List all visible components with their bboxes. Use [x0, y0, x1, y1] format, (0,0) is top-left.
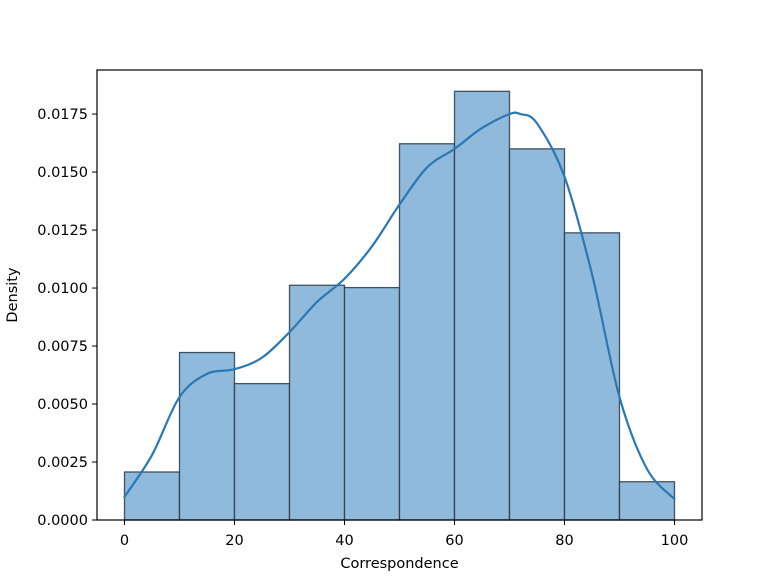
- y-tick-label: 0.0050: [37, 397, 88, 413]
- y-tick-label: 0.0075: [37, 339, 88, 355]
- x-tick-label: 60: [445, 533, 463, 549]
- x-axis-label: Correspondence: [340, 556, 458, 572]
- y-tick-label: 0.0125: [37, 223, 88, 239]
- histogram-bar: [343, 286, 401, 521]
- histogram-bar: [618, 481, 676, 521]
- x-tick-label: 40: [335, 533, 353, 549]
- x-axis-ticks: 0 20 40 60 80 100: [120, 520, 688, 549]
- y-tick-label: 0.0100: [37, 281, 88, 297]
- y-tick-label: 0.0025: [37, 455, 88, 471]
- histogram-bar: [508, 148, 566, 521]
- histogram-bar: [123, 471, 181, 521]
- y-axis-label: Density: [5, 267, 21, 323]
- y-tick-label: 0.0175: [37, 107, 88, 123]
- y-axis-ticks: 0.0000 0.0025 0.0050 0.0075 0.0100 0.0125 0.01…: [37, 107, 97, 529]
- y-tick-label: 0.0000: [37, 513, 88, 529]
- x-tick-label: 100: [661, 533, 689, 549]
- histogram-bar: [288, 284, 346, 521]
- x-tick-label: 20: [225, 533, 243, 549]
- histogram-bar: [453, 90, 511, 521]
- histogram-bar: [563, 232, 621, 521]
- histogram-bar: [398, 143, 456, 521]
- x-tick-label: 0: [120, 533, 129, 549]
- x-tick-label: 80: [555, 533, 573, 549]
- histogram-bar: [233, 382, 291, 521]
- kde-density-line: [123, 111, 676, 501]
- histogram-bar: [178, 351, 236, 521]
- plot-frame: [96, 69, 703, 521]
- y-tick-label: 0.0150: [37, 165, 88, 181]
- histogram-bars: [123, 90, 676, 521]
